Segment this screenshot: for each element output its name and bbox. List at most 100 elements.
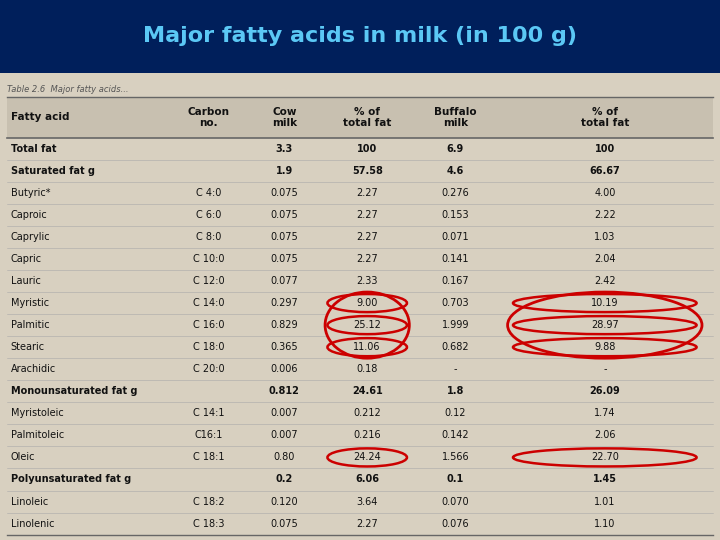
Text: % of
total fat: % of total fat <box>580 106 629 128</box>
Text: 0.141: 0.141 <box>441 254 469 264</box>
Text: Caprylic: Caprylic <box>11 232 50 242</box>
Text: 9.88: 9.88 <box>594 342 616 352</box>
Text: C 14:0: C 14:0 <box>193 298 225 308</box>
Text: 0.167: 0.167 <box>441 276 469 286</box>
Text: 6.06: 6.06 <box>355 475 379 484</box>
Text: Butyric*: Butyric* <box>11 188 50 198</box>
Text: 2.42: 2.42 <box>594 276 616 286</box>
Text: 0.142: 0.142 <box>441 430 469 441</box>
Text: Arachidic: Arachidic <box>11 364 56 374</box>
Text: 2.27: 2.27 <box>356 232 378 242</box>
Text: 1.10: 1.10 <box>594 518 616 529</box>
Text: 0.006: 0.006 <box>271 364 298 374</box>
Text: Capric: Capric <box>11 254 42 264</box>
Text: 0.075: 0.075 <box>271 518 298 529</box>
Text: 1.8: 1.8 <box>446 386 464 396</box>
Text: Fatty acid: Fatty acid <box>11 112 69 123</box>
Text: C 12:0: C 12:0 <box>193 276 225 286</box>
Text: 0.276: 0.276 <box>441 188 469 198</box>
Text: 2.27: 2.27 <box>356 188 378 198</box>
Text: Polyunsaturated fat g: Polyunsaturated fat g <box>11 475 131 484</box>
Ellipse shape <box>508 292 702 358</box>
Text: 66.67: 66.67 <box>590 166 620 176</box>
Text: 2.04: 2.04 <box>594 254 616 264</box>
Text: 0.216: 0.216 <box>354 430 381 441</box>
Text: 1.45: 1.45 <box>593 475 617 484</box>
Text: 0.071: 0.071 <box>441 232 469 242</box>
Text: 1.566: 1.566 <box>441 453 469 462</box>
Text: 28.97: 28.97 <box>591 320 618 330</box>
Text: -: - <box>603 364 606 374</box>
Text: 0.075: 0.075 <box>271 188 298 198</box>
Text: 0.077: 0.077 <box>271 276 298 286</box>
Text: 0.075: 0.075 <box>271 232 298 242</box>
Text: 0.703: 0.703 <box>441 298 469 308</box>
Text: % of
total fat: % of total fat <box>343 106 392 128</box>
Text: 26.09: 26.09 <box>590 386 620 396</box>
Text: 11.06: 11.06 <box>354 342 381 352</box>
Text: 0.812: 0.812 <box>269 386 300 396</box>
Text: C 10:0: C 10:0 <box>193 254 225 264</box>
Ellipse shape <box>325 292 409 358</box>
Text: 0.2: 0.2 <box>276 475 293 484</box>
Text: 2.27: 2.27 <box>356 518 378 529</box>
Text: Buffalo
milk: Buffalo milk <box>434 106 477 128</box>
Text: 1.9: 1.9 <box>276 166 293 176</box>
Text: 25.12: 25.12 <box>354 320 381 330</box>
Text: 1.74: 1.74 <box>594 408 616 418</box>
Text: 2.27: 2.27 <box>356 210 378 220</box>
Text: 24.24: 24.24 <box>354 453 381 462</box>
Text: 1.999: 1.999 <box>441 320 469 330</box>
Text: 100: 100 <box>595 144 615 154</box>
Text: 3.3: 3.3 <box>276 144 293 154</box>
Text: 0.297: 0.297 <box>271 298 298 308</box>
Text: 0.1: 0.1 <box>447 475 464 484</box>
FancyBboxPatch shape <box>7 97 713 138</box>
Text: 0.076: 0.076 <box>441 518 469 529</box>
Text: 22.70: 22.70 <box>591 453 618 462</box>
Text: Stearic: Stearic <box>11 342 45 352</box>
Text: 0.153: 0.153 <box>441 210 469 220</box>
Text: Carbon
no.: Carbon no. <box>188 106 230 128</box>
Text: 0.007: 0.007 <box>271 408 298 418</box>
Text: 2.27: 2.27 <box>356 254 378 264</box>
Text: 0.18: 0.18 <box>356 364 378 374</box>
FancyBboxPatch shape <box>0 0 720 73</box>
Text: 4.00: 4.00 <box>594 188 616 198</box>
Text: C 18:2: C 18:2 <box>193 496 225 507</box>
Text: 0.12: 0.12 <box>445 408 466 418</box>
Text: Lauric: Lauric <box>11 276 40 286</box>
Text: 0.120: 0.120 <box>271 496 298 507</box>
Text: 9.00: 9.00 <box>356 298 378 308</box>
Text: 0.007: 0.007 <box>271 430 298 441</box>
Text: 10.19: 10.19 <box>591 298 618 308</box>
Text: 0.070: 0.070 <box>441 496 469 507</box>
Text: 0.829: 0.829 <box>271 320 298 330</box>
Text: 6.9: 6.9 <box>447 144 464 154</box>
Text: C 14:1: C 14:1 <box>193 408 225 418</box>
Text: Monounsaturated fat g: Monounsaturated fat g <box>11 386 138 396</box>
Text: 0.365: 0.365 <box>271 342 298 352</box>
Text: C 16:0: C 16:0 <box>193 320 225 330</box>
Text: Cow
milk: Cow milk <box>272 106 297 128</box>
Text: Table 2.6  Major fatty acids...: Table 2.6 Major fatty acids... <box>7 85 129 94</box>
Text: 1.03: 1.03 <box>594 232 616 242</box>
Text: 100: 100 <box>357 144 377 154</box>
Text: Myristoleic: Myristoleic <box>11 408 63 418</box>
Text: 11.06: 11.06 <box>354 342 381 352</box>
Text: 0.212: 0.212 <box>354 408 381 418</box>
Text: C 20:0: C 20:0 <box>193 364 225 374</box>
Text: 10.19: 10.19 <box>591 298 618 308</box>
Text: 0.075: 0.075 <box>271 254 298 264</box>
Text: 9.00: 9.00 <box>356 298 378 308</box>
Text: Linoleic: Linoleic <box>11 496 48 507</box>
Text: 9.88: 9.88 <box>594 342 616 352</box>
Text: 28.97: 28.97 <box>591 320 618 330</box>
Text: Linolenic: Linolenic <box>11 518 54 529</box>
Text: C 18:0: C 18:0 <box>193 342 225 352</box>
Text: 0.075: 0.075 <box>271 210 298 220</box>
Text: Saturated fat g: Saturated fat g <box>11 166 95 176</box>
Text: Caproic: Caproic <box>11 210 48 220</box>
Text: -: - <box>454 364 457 374</box>
Text: 57.58: 57.58 <box>352 166 382 176</box>
